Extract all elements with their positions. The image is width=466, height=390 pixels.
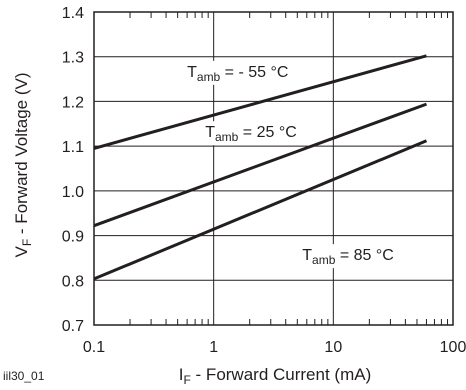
plot-frame (93, 11, 454, 326)
x-axis-title-rest: - Forward Current (mA) (191, 365, 371, 384)
y-tick-label: 1.0 (62, 184, 84, 201)
annotation-rest: = 85 °C (335, 247, 393, 264)
tick-labels: 0.7 0.8 0.9 1.0 1.1 1.2 1.3 1.4 0.1 1 10 100 (62, 5, 466, 356)
annotation-rest: = - 55 °C (220, 64, 288, 81)
x-axis-title-main: I (179, 365, 184, 384)
curve-annotation-1: Tamb = - 55 °C (187, 64, 288, 84)
annotation-sub: amb (197, 70, 221, 84)
curve-annotation-3: Tamb = 85 °C (302, 247, 394, 267)
y-tick-label: 0.7 (62, 318, 84, 335)
annotation-main: T (187, 64, 197, 81)
x-tick-label: 1 (209, 339, 218, 356)
series-line-3 (93, 139, 428, 281)
y-tick-label: 0.9 (62, 229, 84, 246)
y-axis-title-sub: F (20, 239, 34, 246)
x-axis-title: IF - Forward Current (mA) (179, 365, 372, 385)
annotation-main: T (302, 247, 312, 264)
annotation-rest: = 25 °C (238, 124, 296, 141)
series-line-2 (93, 102, 428, 228)
annotation-sub: amb (312, 253, 336, 267)
y-tick-label: 1.4 (62, 5, 84, 22)
series-line-1 (93, 54, 427, 150)
annotation-bg-3 (299, 244, 397, 269)
x-tick-label: 10 (324, 339, 342, 356)
annotation-bg-2 (202, 121, 300, 146)
x-tick-label: 100 (440, 339, 466, 356)
annotation-bg-1 (184, 60, 292, 85)
x-tick-label: 0.1 (83, 339, 105, 356)
y-tick-label: 1.3 (62, 50, 84, 67)
y-tick-label: 1.1 (62, 139, 84, 156)
annotation-sub: amb (215, 130, 239, 144)
y-tick-label: 0.8 (62, 273, 84, 290)
y-axis-title-main: V (12, 245, 31, 257)
y-tick-label: 1.2 (62, 94, 84, 111)
grid-lines (93, 11, 454, 326)
y-axis-title-rest: - Forward Voltage (V) (12, 73, 31, 239)
series-lines (93, 54, 428, 281)
y-axis-title: VF - Forward Voltage (V) (12, 73, 34, 258)
annotation-main: T (205, 124, 215, 141)
curve-annotation-2: Tamb = 25 °C (205, 124, 297, 144)
figure-id: iil30_01 (3, 369, 45, 383)
x-axis-title-sub: F (183, 373, 190, 385)
